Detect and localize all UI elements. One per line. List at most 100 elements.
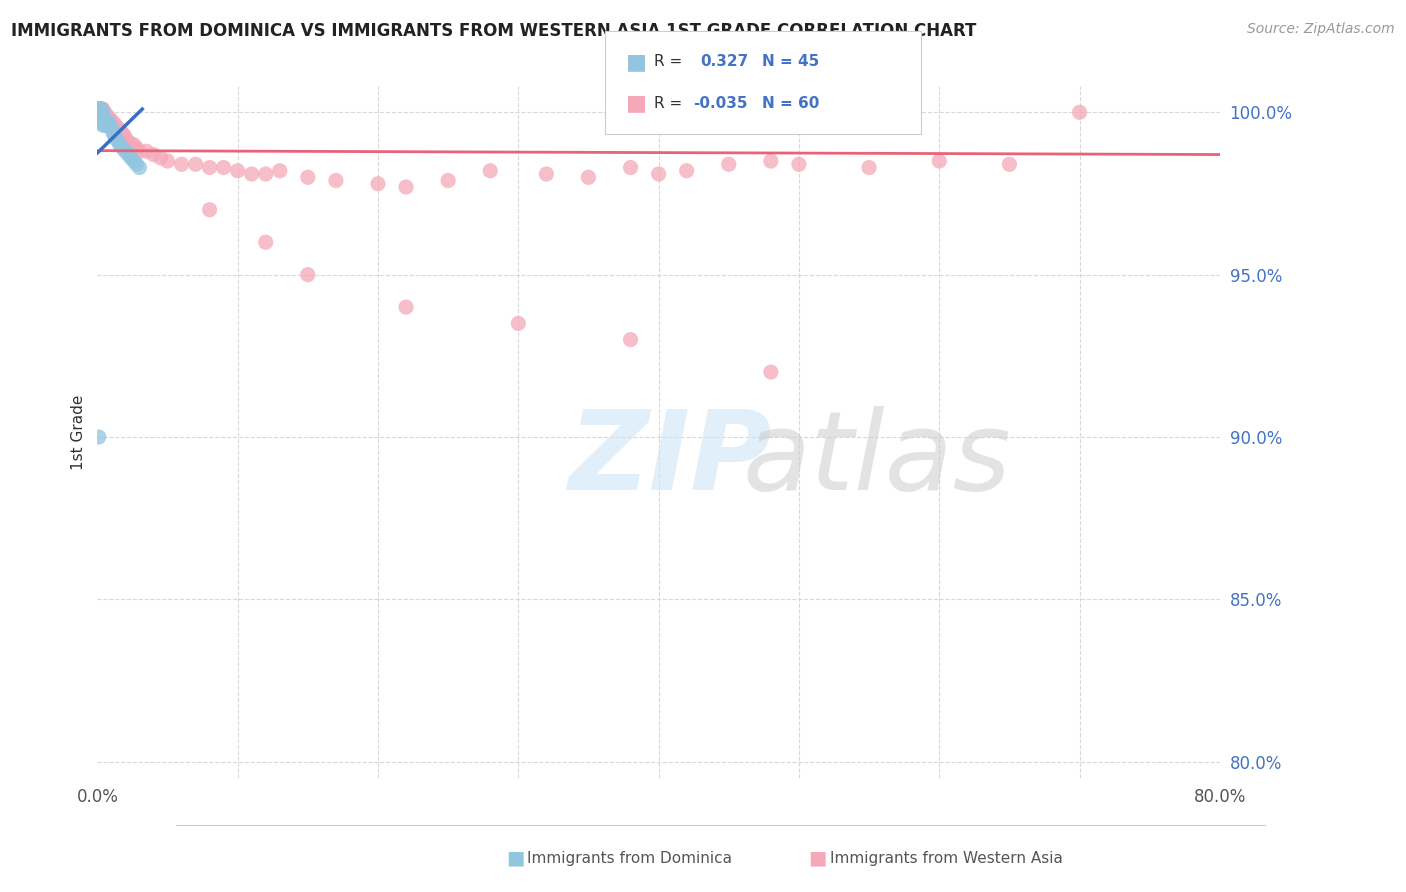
Point [91, 109, 114, 123]
Point [89, 112, 111, 126]
Point [120, 151, 142, 165]
Point [395, 180, 418, 194]
Point [97, 112, 120, 126]
Point [87, 102, 110, 116]
Point [297, 170, 319, 185]
Text: -0.035: -0.035 [693, 95, 748, 111]
Point [395, 300, 418, 314]
Point [87, 102, 110, 116]
Point [619, 333, 641, 347]
Point [122, 154, 145, 169]
Point [508, 317, 530, 331]
Point [117, 135, 139, 149]
Point [89, 102, 111, 116]
Point [87, 105, 110, 120]
Point [675, 163, 697, 178]
Point [536, 167, 558, 181]
Point [107, 135, 129, 149]
Point [101, 115, 124, 129]
Point [619, 161, 641, 175]
Point [240, 167, 263, 181]
Point [90, 105, 112, 120]
Point [90, 109, 112, 123]
Point [89, 105, 111, 120]
Point [94, 109, 117, 123]
Point [759, 365, 782, 379]
Point [156, 154, 179, 169]
Point [107, 121, 129, 136]
Point [269, 163, 291, 178]
Point [717, 157, 740, 171]
Point [128, 145, 150, 159]
Point [89, 105, 111, 120]
Point [1069, 105, 1091, 120]
Point [122, 137, 145, 152]
Text: ■: ■ [506, 848, 524, 868]
Point [578, 170, 600, 185]
Point [90, 102, 112, 116]
Point [111, 141, 134, 155]
Point [87, 102, 110, 116]
Point [97, 115, 120, 129]
Point [87, 109, 110, 123]
Point [108, 125, 131, 139]
Point [325, 173, 347, 187]
Point [125, 141, 148, 155]
Point [93, 112, 115, 126]
Point [94, 115, 117, 129]
Point [111, 128, 134, 142]
Point [135, 145, 157, 159]
Point [105, 121, 128, 136]
Point [93, 115, 115, 129]
Point [212, 161, 235, 175]
Point [858, 161, 880, 175]
Point [91, 112, 114, 126]
Text: ■: ■ [626, 52, 647, 72]
Text: ■: ■ [808, 848, 827, 868]
Point [98, 112, 121, 126]
Text: R =: R = [654, 95, 682, 111]
Point [367, 177, 389, 191]
Point [998, 157, 1021, 171]
Point [87, 102, 110, 116]
Text: 0.327: 0.327 [700, 54, 748, 70]
Y-axis label: 1st Grade: 1st Grade [72, 394, 86, 470]
Point [198, 202, 221, 217]
Point [98, 118, 121, 132]
Point [114, 131, 136, 145]
Point [479, 163, 502, 178]
Point [647, 167, 669, 181]
Point [96, 115, 118, 129]
Point [87, 109, 110, 123]
Point [101, 125, 124, 139]
Text: R =: R = [654, 54, 682, 70]
Point [96, 109, 118, 123]
Point [90, 115, 112, 129]
Point [254, 167, 277, 181]
Point [254, 235, 277, 250]
Point [87, 102, 110, 116]
Text: Immigrants from Western Asia: Immigrants from Western Asia [830, 851, 1063, 865]
Point [437, 173, 460, 187]
Point [87, 112, 110, 126]
Text: N = 60: N = 60 [762, 95, 820, 111]
Point [120, 137, 142, 152]
Point [91, 109, 114, 123]
Point [114, 145, 136, 159]
Point [759, 154, 782, 169]
Point [128, 161, 150, 175]
Point [125, 157, 148, 171]
Text: N = 45: N = 45 [762, 54, 820, 70]
Point [110, 125, 132, 139]
Text: IMMIGRANTS FROM DOMINICA VS IMMIGRANTS FROM WESTERN ASIA 1ST GRADE CORRELATION C: IMMIGRANTS FROM DOMINICA VS IMMIGRANTS F… [11, 22, 977, 40]
Point [117, 147, 139, 161]
Point [91, 102, 114, 116]
Point [787, 157, 810, 171]
Point [100, 115, 122, 129]
Point [170, 157, 193, 171]
Point [87, 105, 110, 120]
Text: ■: ■ [626, 93, 647, 113]
Point [103, 128, 125, 142]
Point [149, 151, 172, 165]
Point [91, 118, 114, 132]
